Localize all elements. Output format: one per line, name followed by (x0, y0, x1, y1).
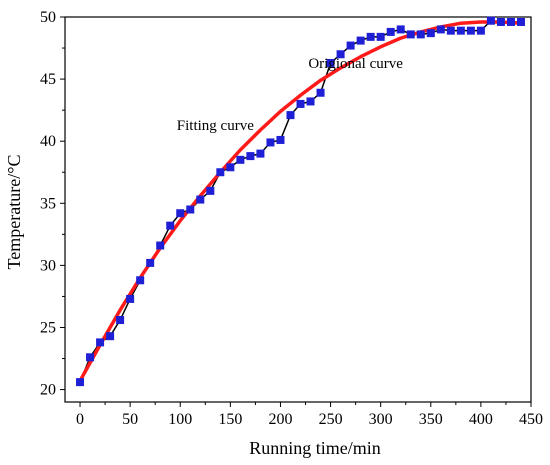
original-point (306, 97, 315, 106)
x-tick-label: 350 (419, 411, 443, 428)
original-point (336, 50, 345, 59)
original-point (286, 111, 295, 120)
y-tick-label: 45 (40, 71, 56, 88)
original-point (486, 16, 495, 25)
original-point (396, 25, 405, 34)
original-point (236, 155, 245, 164)
x-tick-label: 150 (218, 411, 242, 428)
x-tick-label: 300 (369, 411, 393, 428)
original-point (326, 58, 335, 67)
original-curve-label: Origional curve (308, 56, 403, 72)
x-tick-label: 200 (268, 411, 292, 428)
original-point (206, 186, 215, 195)
original-point (426, 29, 435, 38)
original-point (176, 209, 185, 218)
plot-border (64, 16, 532, 403)
annotation-layer: Origional curve Fitting curve (177, 56, 403, 134)
original-point (446, 26, 455, 35)
y-tick-label: 30 (40, 257, 56, 274)
original-point (366, 32, 375, 41)
original-point (106, 332, 115, 341)
original-point (386, 27, 395, 36)
original-line (79, 19, 521, 383)
original-point (226, 163, 235, 172)
original-point (296, 99, 305, 108)
x-axis-label: Running time/min (249, 438, 381, 458)
original-point (506, 17, 515, 26)
original-point (196, 195, 205, 204)
x-tick-label: 100 (168, 411, 192, 428)
original-point (316, 88, 325, 97)
x-tick-label: 50 (122, 411, 138, 428)
plot-frame (64, 16, 532, 403)
original-point (156, 241, 165, 250)
original-point (256, 149, 265, 158)
x-tick-label: 400 (469, 411, 493, 428)
original-point (186, 205, 195, 214)
original-point (456, 26, 465, 35)
x-tick-label: 450 (519, 411, 543, 428)
series-layer (76, 16, 525, 387)
original-point (216, 168, 225, 177)
original-point (356, 36, 365, 45)
y-tick-label: 20 (40, 382, 56, 399)
original-point (136, 276, 145, 285)
original-point (436, 25, 445, 34)
original-point (416, 30, 425, 39)
original-point (406, 30, 415, 39)
y-tick-label: 25 (40, 319, 56, 336)
x-tick-label: 0 (76, 411, 84, 428)
y-tick-label: 35 (40, 195, 56, 212)
y-tick-label: 40 (40, 133, 56, 150)
y-axis-label: Temperature/°C (4, 155, 24, 270)
original-point (376, 32, 385, 41)
original-point (246, 152, 255, 161)
y-tick-label: 50 (40, 9, 56, 26)
axes: 0 50 100 150 200 250 300 350 400 450 20 25 30 35 40 45 5… (40, 9, 543, 428)
original-point (276, 135, 285, 144)
original-point (96, 338, 105, 347)
original-point (116, 316, 125, 325)
fitting-curve (78, 20, 523, 383)
original-point (476, 26, 485, 35)
original-point (146, 258, 155, 267)
original-point (126, 294, 135, 303)
original-point (266, 138, 275, 147)
original-point (516, 17, 525, 26)
original-point (166, 221, 175, 230)
fitting-curve-label: Fitting curve (177, 118, 254, 134)
original-point (496, 17, 505, 26)
x-tick-label: 250 (319, 411, 343, 428)
original-point (346, 41, 355, 50)
original-point (86, 353, 95, 362)
original-point (466, 26, 475, 35)
original-point (76, 378, 85, 387)
